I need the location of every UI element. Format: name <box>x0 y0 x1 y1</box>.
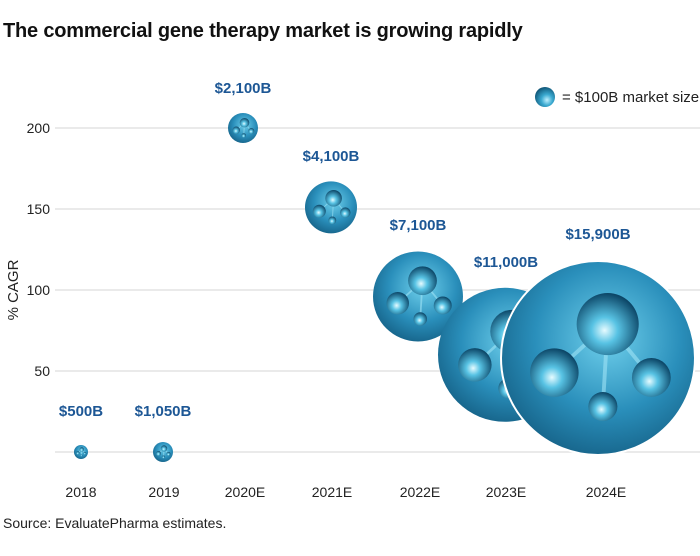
x-tick-label: 2019 <box>148 484 179 500</box>
x-tick-label: 2020E <box>225 484 265 500</box>
molecule-icon <box>76 451 80 455</box>
molecule-icon <box>239 117 250 128</box>
molecule-icon <box>83 452 87 455</box>
molecule-icon <box>631 358 671 397</box>
molecule-icon <box>386 291 409 315</box>
molecule-icon <box>79 447 84 452</box>
bubble-legend-icon <box>535 87 555 107</box>
y-tick-label: 150 <box>27 201 51 217</box>
bubble-2020E <box>228 113 258 143</box>
bubble-2021E <box>305 181 357 234</box>
molecule-icon <box>340 207 351 218</box>
molecule-icon <box>408 266 437 296</box>
y-tick-label: 50 <box>34 363 50 379</box>
molecule-icon <box>328 216 337 225</box>
molecule-icon <box>576 293 639 356</box>
bubble-2018 <box>74 445 88 459</box>
y-tick-label: 200 <box>27 120 51 136</box>
bubble <box>228 113 258 143</box>
molecule-icon <box>162 455 165 459</box>
market-size-label: $2,100B <box>215 80 272 97</box>
market-size-label: $4,100B <box>303 148 360 165</box>
bubble <box>153 442 173 462</box>
molecule-icon <box>232 126 240 134</box>
bubble <box>373 251 463 342</box>
molecule-icon <box>530 348 579 397</box>
y-tick-label: 100 <box>27 282 51 298</box>
molecule-icon <box>166 452 171 456</box>
molecule-icon <box>325 189 342 207</box>
chart-title: The commercial gene therapy market is gr… <box>3 20 523 42</box>
bubble-2022E <box>373 251 463 342</box>
molecule-icon <box>413 312 427 326</box>
y-axis-label: % CAGR <box>5 259 22 320</box>
x-tick-label: 2024E <box>586 484 626 500</box>
legend: = $100B market size <box>534 86 699 108</box>
x-tick-label: 2018 <box>65 484 96 500</box>
x-tick-label: 2023E <box>486 484 526 500</box>
x-tick-label: 2022E <box>400 484 440 500</box>
bubble <box>74 445 88 459</box>
market-size-label: $11,000B <box>474 254 538 271</box>
molecule-icon <box>80 454 83 457</box>
legend-label: = $100B market size <box>562 88 700 106</box>
market-size-label: $15,900B <box>565 226 630 243</box>
molecule-icon <box>312 204 326 218</box>
x-tick-label: 2021E <box>312 484 352 500</box>
molecule-icon <box>241 133 246 138</box>
molecule-icon <box>433 296 452 315</box>
molecule-icon <box>588 391 618 422</box>
bubble <box>305 181 357 234</box>
bubble <box>500 260 696 457</box>
bubble-2024E <box>500 260 696 457</box>
molecule-icon <box>458 348 492 382</box>
molecule-icon <box>160 445 168 452</box>
molecule-icon <box>156 451 161 456</box>
source-note: Source: EvaluatePharma estimates. <box>3 515 227 531</box>
market-size-label: $500B <box>59 403 103 420</box>
market-size-label: $1,050B <box>135 403 192 420</box>
bubble-2019 <box>153 442 173 462</box>
market-size-label: $7,100B <box>390 217 447 234</box>
molecule-icon <box>248 128 255 134</box>
